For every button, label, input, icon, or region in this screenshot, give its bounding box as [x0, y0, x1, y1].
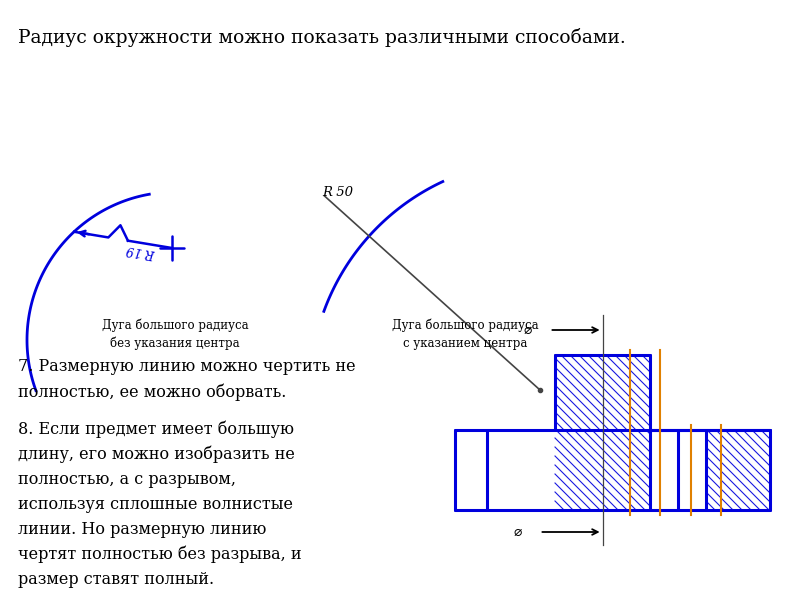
Text: 8. Если предмет имеет большую
длину, его можно изобразить не
полностью, а с разр: 8. Если предмет имеет большую длину, его… — [18, 420, 302, 588]
Text: Дуга большого радиуса
с указанием центра: Дуга большого радиуса с указанием центра — [392, 318, 538, 349]
Text: Дуга большого радиуса
без указания центра: Дуга большого радиуса без указания центр… — [102, 318, 248, 350]
Text: Радиус окружности можно показать различными способами.: Радиус окружности можно показать различн… — [18, 28, 626, 47]
Text: R 19: R 19 — [126, 242, 157, 260]
Text: 7. Размерную линию можно чертить не
полностью, ее можно оборвать.: 7. Размерную линию можно чертить не полн… — [18, 358, 356, 401]
Text: ⌀: ⌀ — [514, 525, 522, 539]
Text: R 50: R 50 — [322, 186, 354, 199]
Text: ⌀: ⌀ — [523, 323, 532, 337]
